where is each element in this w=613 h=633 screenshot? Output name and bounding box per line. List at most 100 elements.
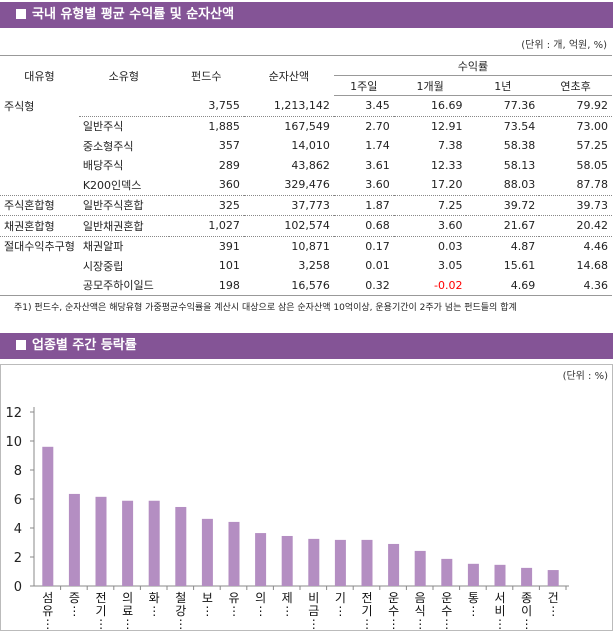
cell-w1: 3.45 <box>365 99 390 113</box>
cell-ytd: 57.25 <box>576 139 609 153</box>
cell-w1: 0.01 <box>365 259 390 273</box>
cell-w1: 1.87 <box>333 194 394 216</box>
cell-w1: 1.74 <box>365 139 390 153</box>
cell-funds: 289 <box>218 158 240 172</box>
table-row: 절대수익추구형 채권알파 391 10,871 0.17 0.03 4.87 4.46 <box>0 235 612 256</box>
cell-funds: 3,755 <box>208 99 240 112</box>
cell-m1: 3.60 <box>393 215 467 236</box>
table-row: 공모주하이일드 198 16,576 0.32 -0.02 4.69 4.36 <box>0 275 612 296</box>
cell-assets: 102,574 <box>243 215 334 236</box>
cell-major: 절대수익추구형 <box>0 235 79 256</box>
cell-minor: 공모주하이일드 <box>78 275 169 296</box>
cell-assets: 3,258 <box>298 259 330 273</box>
bar <box>414 550 426 586</box>
x-tick-label: 전 기 ⋮ <box>95 591 107 630</box>
cell-major <box>0 156 79 176</box>
bar <box>255 533 267 586</box>
x-tick-label: 제 ⋮ <box>281 591 293 618</box>
cell-minor: 시장중립 <box>82 259 124 273</box>
x-tick-label: 음 식 ⋮ <box>414 591 426 630</box>
x-tick-label: 의 료 ⋮ <box>122 591 134 630</box>
cell-funds: 357 <box>218 139 240 153</box>
bar <box>95 496 107 586</box>
table-row: 주식형 3,755 1,213,142 3.45 16.69 77.36 79.92 <box>0 96 612 117</box>
cell-y1: 73.54 <box>466 115 540 136</box>
bar <box>467 563 479 586</box>
cell-major <box>0 275 79 296</box>
chart-unit: (단위 : %) <box>562 371 608 382</box>
section-title-text: 국내 유형별 평균 수익률 및 순자산액 <box>32 7 235 22</box>
cell-major <box>0 136 79 156</box>
x-tick-label: 건 ⋮ <box>547 591 559 618</box>
cell-m1: 12.33 <box>430 158 463 172</box>
y-tick-label: 2 <box>14 551 22 566</box>
cell-major: 주식형 <box>4 99 35 113</box>
cell-w1: 0.32 <box>333 275 394 296</box>
bar <box>148 500 160 586</box>
cell-w1: 0.17 <box>333 235 394 256</box>
cell-major <box>0 256 79 276</box>
cell-major <box>0 116 79 136</box>
sector-bar-chart: 0 2 4 6 8 10 12 섬 유 ⋮ 증 ⋮ 전 기 ⋮ 의 료 ⋮ 화 ⋮ 철 강 ⋮ 보 ⋮ 유 ⋮ 의 ⋮ 제 ⋮ 비 금 ⋮ 기 ⋮ 전 기… <box>5 406 569 631</box>
cell-minor: 일반주식 <box>78 115 169 136</box>
bar <box>494 564 506 586</box>
x-tick-label: 서 비 ⋮ <box>494 591 506 630</box>
cell-minor: 일반주식혼합 <box>78 194 169 216</box>
cell-assets: 329,476 <box>284 178 330 192</box>
cell-ytd: 87.78 <box>576 178 609 192</box>
cell-major: 채권혼합형 <box>0 215 79 236</box>
cell-w1: 0.68 <box>333 215 394 236</box>
cell-assets: 10,871 <box>243 235 334 256</box>
x-tick-label: 증 ⋮ <box>68 591 80 618</box>
col-funds: 펀드수 <box>168 55 244 96</box>
cell-funds: 325 <box>168 194 244 216</box>
y-tick-label: 0 <box>14 580 22 595</box>
table-row: 일반주식 1,885 167,549 2.70 12.91 73.54 73.00 <box>0 115 612 136</box>
cell-major <box>0 175 79 195</box>
cell-m1: 16.69 <box>430 99 463 113</box>
bar <box>228 521 240 586</box>
x-tick-label: 운 수 ⋮ <box>388 591 400 630</box>
cell-y1: 77.36 <box>503 99 536 113</box>
cell-y1: 4.69 <box>466 275 540 296</box>
x-tick-label: 종 이 ⋮ <box>521 591 533 630</box>
cell-funds: 360 <box>218 178 240 192</box>
x-tick-label: 철 강 ⋮ <box>175 591 187 630</box>
cell-assets: 43,862 <box>291 158 330 172</box>
cell-major: 주식혼합형 <box>0 194 79 216</box>
col-y1: 1년 <box>466 75 540 96</box>
section-title-sector: 업종별 주간 등락률 <box>0 333 613 359</box>
cell-ytd: 58.05 <box>576 158 609 172</box>
y-tick-label: 8 <box>14 464 22 479</box>
x-tick-label: 통 ⋮ <box>467 591 479 618</box>
cell-y1: 39.72 <box>466 194 540 216</box>
col-assets: 순자산액 <box>243 55 334 96</box>
bar <box>281 535 293 586</box>
y-tick-label: 12 <box>5 406 22 421</box>
table-row: 중소형주식 357 14,010 1.74 7.38 58.38 57.25 <box>0 136 612 156</box>
bar <box>361 539 373 586</box>
col-m1: 1개월 <box>393 75 467 96</box>
x-tick-label: 보 ⋮ <box>201 591 213 618</box>
table-row: K200인덱스 360 329,476 3.60 17.20 88.03 87.78 <box>0 175 612 195</box>
cell-y1: 88.03 <box>503 178 536 192</box>
bar <box>201 518 213 586</box>
cell-ytd: 73.00 <box>539 115 612 136</box>
cell-w1: 2.70 <box>333 115 394 136</box>
x-tick-label: 전 기 ⋮ <box>361 591 373 630</box>
cell-m1: 0.03 <box>393 235 467 256</box>
cell-m1: 7.38 <box>437 139 463 153</box>
bar <box>547 570 559 586</box>
returns-table: 대유형 소유형 펀드수 순자산액 수익률 1주일 1개월 1년 연초후 주식형 3… <box>0 55 612 296</box>
cell-assets: 16,576 <box>243 275 334 296</box>
bar <box>122 500 134 586</box>
table-row: 채권혼합형 일반채권혼합 1,027 102,574 0.68 3.60 21.67 20.4… <box>0 215 612 236</box>
bar <box>42 446 54 586</box>
cell-assets: 1,213,142 <box>273 99 330 112</box>
bar <box>175 506 187 586</box>
square-icon <box>16 9 26 19</box>
cell-ytd: 39.73 <box>539 194 612 216</box>
cell-ytd: 4.46 <box>539 235 612 256</box>
x-tick-label: 의 ⋮ <box>255 591 267 618</box>
cell-ytd: 14.68 <box>576 259 609 273</box>
